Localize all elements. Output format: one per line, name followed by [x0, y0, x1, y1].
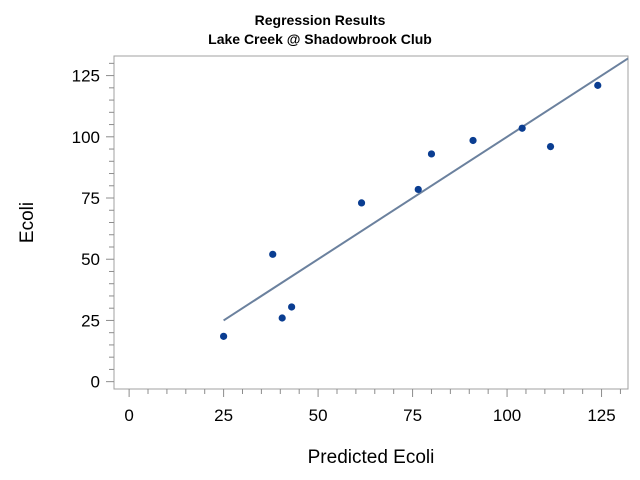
y-tick-label: 125: [72, 67, 100, 86]
x-tick-label: 25: [214, 406, 233, 425]
data-point: [518, 124, 526, 132]
data-point: [357, 199, 366, 207]
chart-title: Regression Results: [254, 12, 386, 28]
y-axis-label: Ecoli: [17, 202, 38, 243]
plot-frame: [113, 55, 629, 390]
x-axis: 0 25 50 75 100 125: [124, 389, 621, 425]
x-tick-label: 125: [587, 406, 615, 425]
data-point: [469, 136, 477, 145]
y-tick-label: 50: [81, 250, 100, 269]
x-tick-label: 50: [309, 406, 328, 425]
x-tick-label: 75: [403, 406, 422, 425]
data-point: [269, 250, 277, 258]
y-tick-label: 0: [91, 373, 100, 392]
x-tick-label: 0: [124, 406, 133, 425]
y-tick-label: 25: [81, 311, 100, 330]
data-point: [288, 303, 296, 311]
x-tick-label: 100: [493, 406, 521, 425]
y-tick-label: 100: [72, 128, 100, 147]
data-point: [220, 332, 228, 340]
chart-subtitle: Lake Creek @ Shadowbrook Club: [208, 31, 432, 47]
data-points: [220, 81, 602, 340]
y-axis: 0 25 50 75 100 125: [72, 62, 114, 392]
data-point: [594, 81, 602, 89]
x-axis-label: Predicted Ecoli: [308, 447, 435, 468]
data-point: [414, 185, 422, 194]
regression-line: [223, 57, 629, 322]
data-point: [278, 314, 286, 322]
y-tick-label: 75: [81, 189, 100, 208]
data-point: [427, 150, 436, 158]
data-point: [546, 142, 555, 151]
